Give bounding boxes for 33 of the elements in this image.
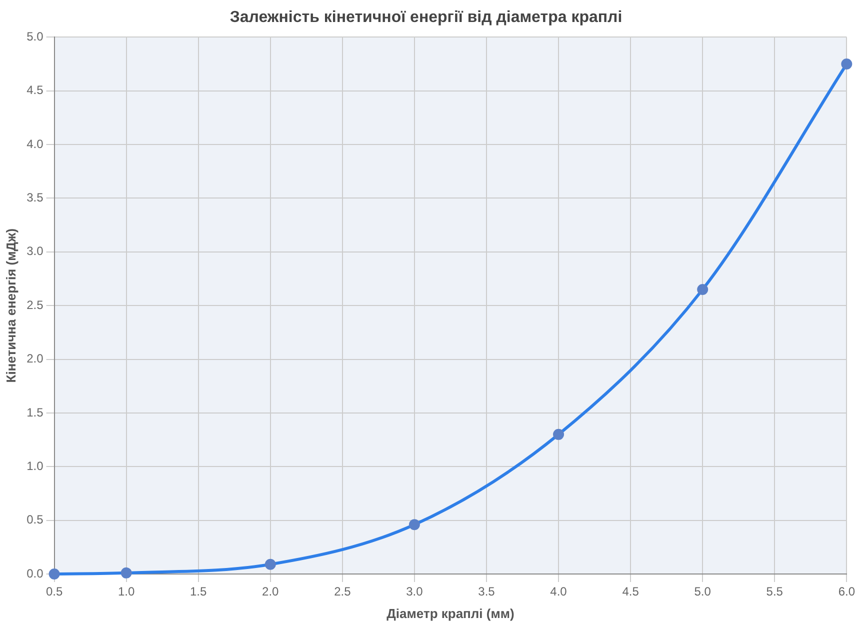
- y-tick-label: 4.0: [26, 136, 44, 151]
- x-tick-label: 0.5: [46, 584, 63, 599]
- y-tick-label: 0.0: [26, 566, 44, 580]
- y-tick-label: 1.0: [26, 458, 44, 473]
- point: [48, 568, 60, 580]
- x-tick-label: 5.5: [766, 584, 784, 599]
- y-tick-label: 1.5: [26, 405, 44, 420]
- x-tick-label: 4.5: [622, 584, 640, 599]
- y-tick-label: 4.5: [26, 83, 44, 98]
- x-tick-label: 1.0: [118, 584, 135, 599]
- chart-title: Залежність кінетичної енергії від діаметра краплі: [230, 9, 622, 26]
- x-tick-label: 5.0: [694, 584, 712, 599]
- point: [408, 519, 420, 530]
- point: [553, 428, 564, 440]
- y-axis-title: Кінетична енергія (мДж): [3, 228, 18, 383]
- point: [264, 558, 276, 570]
- x-tick-label: 2.5: [334, 584, 352, 599]
- x-tick-label: 3.5: [478, 584, 496, 599]
- y-tick-label: 5.0: [26, 30, 44, 44]
- x-tick-label: 3.0: [406, 584, 424, 599]
- point: [697, 284, 708, 295]
- point: [120, 567, 132, 578]
- x-tick-label: 4.0: [550, 584, 568, 599]
- y-tick-label: 2.5: [26, 298, 44, 312]
- x-tick-label: 2.0: [262, 584, 280, 599]
- point: [841, 58, 852, 70]
- y-tick-label: 0.5: [26, 512, 44, 527]
- y-tick-label: 3.0: [26, 244, 44, 258]
- y-tick-label: 2.0: [26, 352, 44, 366]
- x-tick-label: 1.5: [190, 584, 208, 599]
- y-tick-label: 3.5: [26, 190, 44, 205]
- x-axis-title: Діаметр краплі (мм): [386, 606, 514, 621]
- x-tick-label: 6.0: [838, 584, 856, 599]
